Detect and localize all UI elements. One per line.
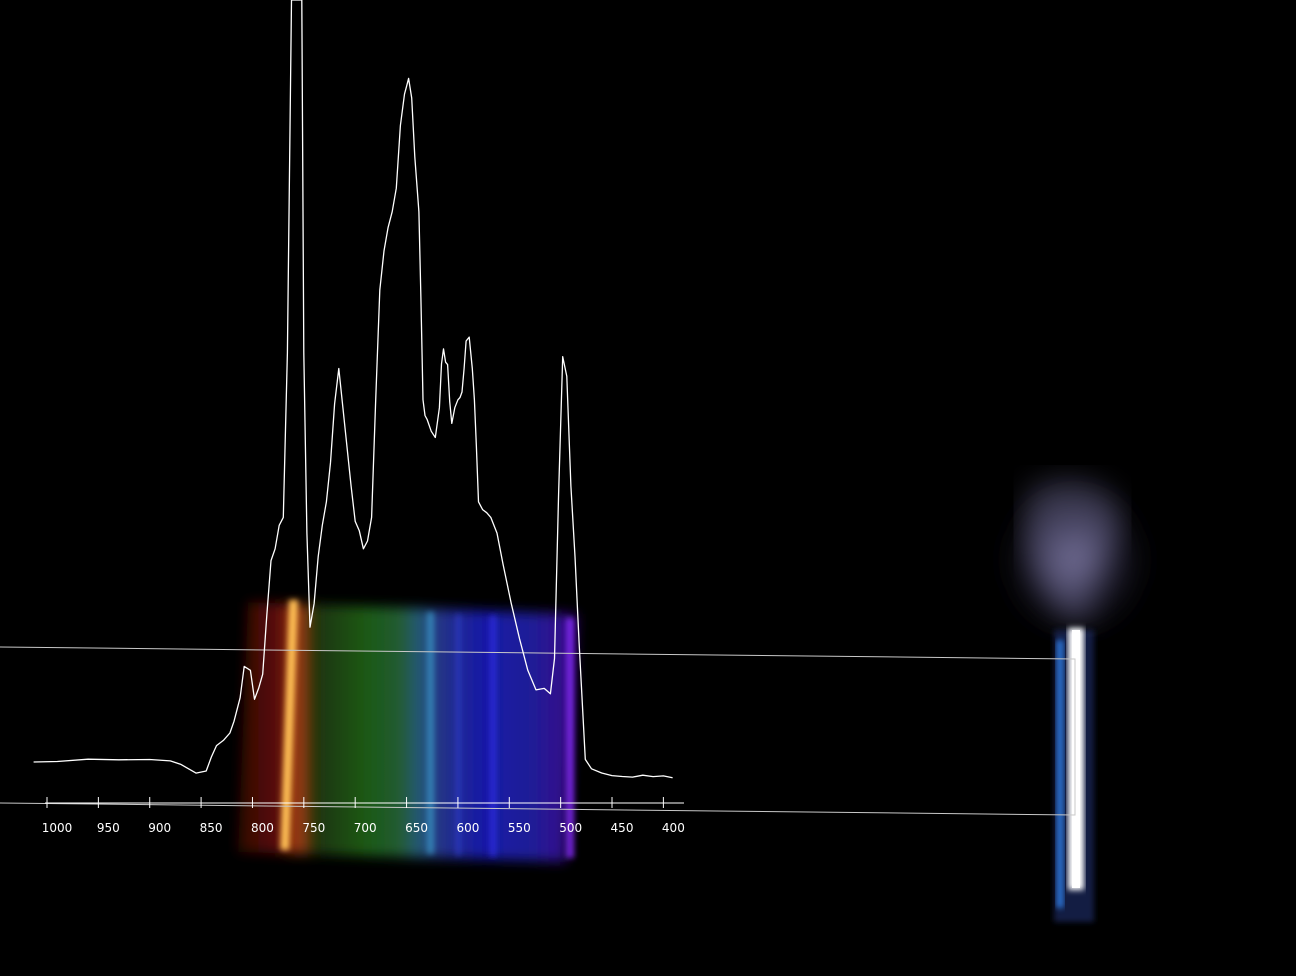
x-tick-label-650: 650 [405,821,428,835]
emission-line-cyan [427,612,434,854]
spectral-emission-lines [280,600,574,858]
x-tick-label-1000: 1000 [42,821,73,835]
lamp-slit-blue-edge [1056,640,1064,908]
emission-line-blue-2 [456,614,461,856]
spectrum-intensity-line [33,0,673,779]
spectrometer-overlay: 1000 950 900 850 800 750 700 650 600 550 500 450 400 [0,0,1076,835]
x-tick-label-950: 950 [97,821,120,835]
spectrum-photograph [238,479,1150,922]
x-tick-label-850: 850 [200,821,223,835]
emission-line-orange [280,600,299,850]
analysis-frame-guide [0,646,1076,816]
x-axis-tick-labels: 1000 950 900 850 800 750 700 650 600 550 500 450 400 [42,821,685,835]
emission-line-violet [566,618,574,858]
x-tick-label-750: 750 [302,821,325,835]
x-tick-label-500: 500 [559,821,582,835]
emission-line-blue-1 [490,615,496,857]
lamp-slit-core [1072,630,1080,888]
x-axis-ticks [46,797,664,808]
x-tick-label-450: 450 [611,821,634,835]
x-tick-label-700: 700 [354,821,377,835]
x-tick-label-550: 550 [508,821,531,835]
x-tick-label-900: 900 [148,821,171,835]
lamp-glow-wisp [1023,479,1122,623]
x-tick-label-400: 400 [662,821,685,835]
x-tick-label-800: 800 [251,821,274,835]
x-tick-label-600: 600 [456,821,479,835]
